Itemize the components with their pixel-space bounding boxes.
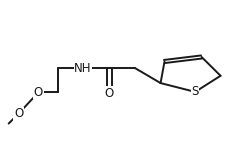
Text: O: O <box>104 86 114 100</box>
Text: O: O <box>34 86 43 99</box>
Text: O: O <box>14 107 23 120</box>
Text: NH: NH <box>74 62 92 75</box>
Text: S: S <box>191 85 199 98</box>
